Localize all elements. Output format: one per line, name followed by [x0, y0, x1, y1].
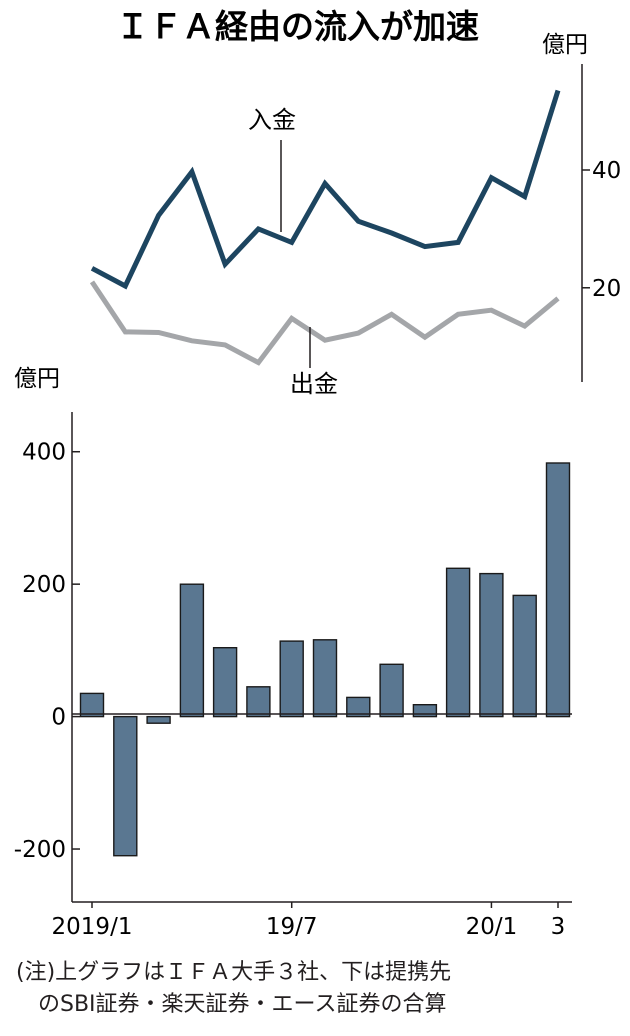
line-chart-series — [89, 89, 561, 366]
bar-y-tick-label-0: 0 — [51, 705, 66, 731]
bar-0 — [79, 692, 105, 718]
bar-7 — [312, 639, 338, 718]
bar-chart-unit: 億円 — [14, 366, 60, 392]
series-line-inflow — [90, 89, 561, 290]
bar-6 — [279, 640, 304, 718]
bar-chart-y-ticks: 400 200 0 -200 — [14, 440, 80, 863]
bar-x-tick-label-20-1: 20/1 — [466, 914, 518, 940]
bar-chart-bars — [79, 462, 571, 857]
bar-13 — [512, 594, 537, 718]
bar-5 — [246, 686, 271, 718]
bar-10 — [412, 704, 438, 718]
bar-2 — [146, 715, 171, 724]
bar-12 — [479, 572, 504, 718]
note-line-1: (注)上グラフはＩＦＡ大手３社、下は提携先 — [16, 960, 452, 985]
bar-y-tick-label-400: 400 — [22, 440, 66, 466]
note-line-2: のSBI証券・楽天証券・エース証券の合算 — [38, 992, 447, 1017]
bar-y-tick-label-200: -200 — [14, 837, 66, 863]
line-chart-unit: 億円 — [542, 32, 588, 58]
bar-chart-x-ticks: 2019/1 19/7 20/1 3 — [52, 902, 566, 940]
bar-x-tick-label-19-7: 19/7 — [266, 914, 318, 940]
line-y-tick-label-40: 40 — [592, 158, 621, 184]
bar-chart: 億円 400 200 0 -200 2019/1 19/7 20/1 3 — [14, 366, 572, 940]
series-line-outflow — [89, 280, 560, 366]
bar-11 — [445, 567, 471, 718]
bar-x-tick-label-3: 3 — [551, 914, 566, 940]
line-y-tick-label-20: 20 — [592, 276, 621, 302]
bar-3 — [179, 583, 205, 718]
bar-x-tick-label-2019-1: 2019/1 — [52, 914, 133, 940]
chart-title: ＩＦＡ経由の流入が加速 — [116, 7, 479, 46]
out-series-label: 出金 — [290, 370, 338, 398]
in-series-label: 入金 — [248, 106, 296, 134]
bar-1 — [113, 715, 138, 857]
bar-y-tick-label-200: 200 — [22, 572, 66, 598]
bar-9 — [379, 663, 404, 718]
bar-8 — [346, 696, 371, 718]
bar-4 — [212, 647, 238, 718]
bar-14 — [545, 462, 571, 718]
